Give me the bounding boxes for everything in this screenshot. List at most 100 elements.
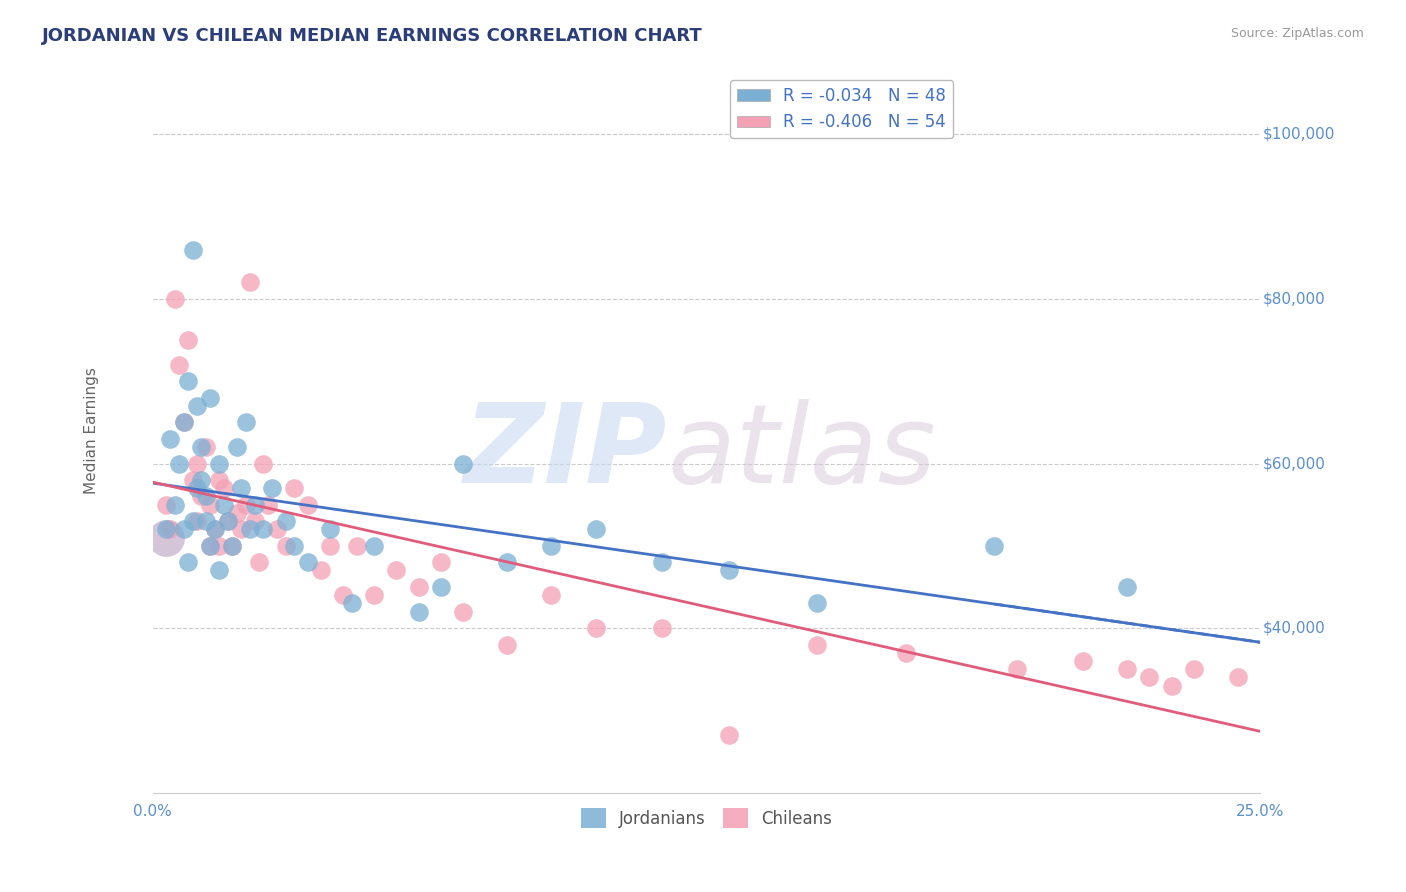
- Point: [496, 638, 519, 652]
- Text: JORDANIAN VS CHILEAN MEDIAN EARNINGS CORRELATION CHART: JORDANIAN VS CHILEAN MEDIAN EARNINGS COR…: [42, 27, 703, 45]
- Text: atlas: atlas: [668, 399, 936, 506]
- Point: [297, 498, 319, 512]
- Point: [212, 498, 235, 512]
- Text: $40,000: $40,000: [1263, 621, 1326, 636]
- Point: [717, 564, 740, 578]
- Point: [186, 514, 208, 528]
- Text: ZIP: ZIP: [464, 399, 668, 506]
- Point: [194, 440, 217, 454]
- Point: [221, 539, 243, 553]
- Point: [243, 498, 266, 512]
- Legend: Jordanians, Chileans: Jordanians, Chileans: [574, 801, 838, 835]
- Point: [319, 539, 342, 553]
- Point: [1227, 670, 1250, 684]
- Point: [225, 506, 247, 520]
- Point: [340, 596, 363, 610]
- Point: [1116, 662, 1139, 676]
- Point: [319, 522, 342, 536]
- Point: [208, 539, 231, 553]
- Point: [651, 621, 673, 635]
- Point: [239, 276, 262, 290]
- Point: [309, 564, 332, 578]
- Point: [159, 432, 181, 446]
- Point: [540, 588, 562, 602]
- Point: [177, 333, 200, 347]
- Point: [200, 539, 222, 553]
- Point: [186, 481, 208, 495]
- Point: [200, 391, 222, 405]
- Point: [163, 292, 186, 306]
- Point: [266, 522, 288, 536]
- Point: [385, 564, 408, 578]
- Point: [208, 457, 231, 471]
- Text: $80,000: $80,000: [1263, 292, 1326, 307]
- Point: [332, 588, 354, 602]
- Point: [451, 457, 474, 471]
- Point: [451, 605, 474, 619]
- Point: [363, 588, 385, 602]
- Point: [235, 498, 257, 512]
- Point: [1116, 580, 1139, 594]
- Point: [190, 440, 212, 454]
- Point: [181, 514, 204, 528]
- Point: [212, 481, 235, 495]
- Point: [200, 498, 222, 512]
- Point: [894, 646, 917, 660]
- Point: [181, 473, 204, 487]
- Point: [173, 522, 195, 536]
- Point: [1071, 654, 1094, 668]
- Point: [429, 555, 451, 569]
- Point: [1160, 679, 1182, 693]
- Point: [363, 539, 385, 553]
- Point: [651, 555, 673, 569]
- Point: [190, 490, 212, 504]
- Point: [194, 490, 217, 504]
- Point: [155, 522, 177, 536]
- Point: [262, 481, 284, 495]
- Point: [235, 415, 257, 429]
- Point: [181, 243, 204, 257]
- Text: $100,000: $100,000: [1263, 127, 1334, 142]
- Point: [297, 555, 319, 569]
- Point: [194, 514, 217, 528]
- Point: [177, 555, 200, 569]
- Point: [173, 415, 195, 429]
- Point: [231, 481, 253, 495]
- Point: [204, 522, 226, 536]
- Point: [177, 374, 200, 388]
- Point: [283, 481, 305, 495]
- Point: [217, 514, 239, 528]
- Point: [208, 564, 231, 578]
- Point: [173, 415, 195, 429]
- Point: [204, 522, 226, 536]
- Point: [283, 539, 305, 553]
- Point: [1005, 662, 1028, 676]
- Point: [1139, 670, 1161, 684]
- Point: [155, 531, 177, 545]
- Point: [155, 498, 177, 512]
- Point: [585, 621, 607, 635]
- Point: [169, 457, 191, 471]
- Text: $60,000: $60,000: [1263, 456, 1326, 471]
- Point: [257, 498, 280, 512]
- Text: Source: ZipAtlas.com: Source: ZipAtlas.com: [1230, 27, 1364, 40]
- Point: [983, 539, 1005, 553]
- Point: [1182, 662, 1205, 676]
- Point: [225, 440, 247, 454]
- Point: [408, 580, 430, 594]
- Point: [208, 473, 231, 487]
- Point: [806, 638, 828, 652]
- Point: [186, 399, 208, 413]
- Point: [186, 457, 208, 471]
- Point: [190, 473, 212, 487]
- Point: [221, 539, 243, 553]
- Point: [200, 539, 222, 553]
- Point: [429, 580, 451, 594]
- Point: [239, 522, 262, 536]
- Point: [408, 605, 430, 619]
- Point: [540, 539, 562, 553]
- Point: [252, 522, 274, 536]
- Point: [274, 539, 297, 553]
- Point: [155, 531, 177, 545]
- Point: [159, 522, 181, 536]
